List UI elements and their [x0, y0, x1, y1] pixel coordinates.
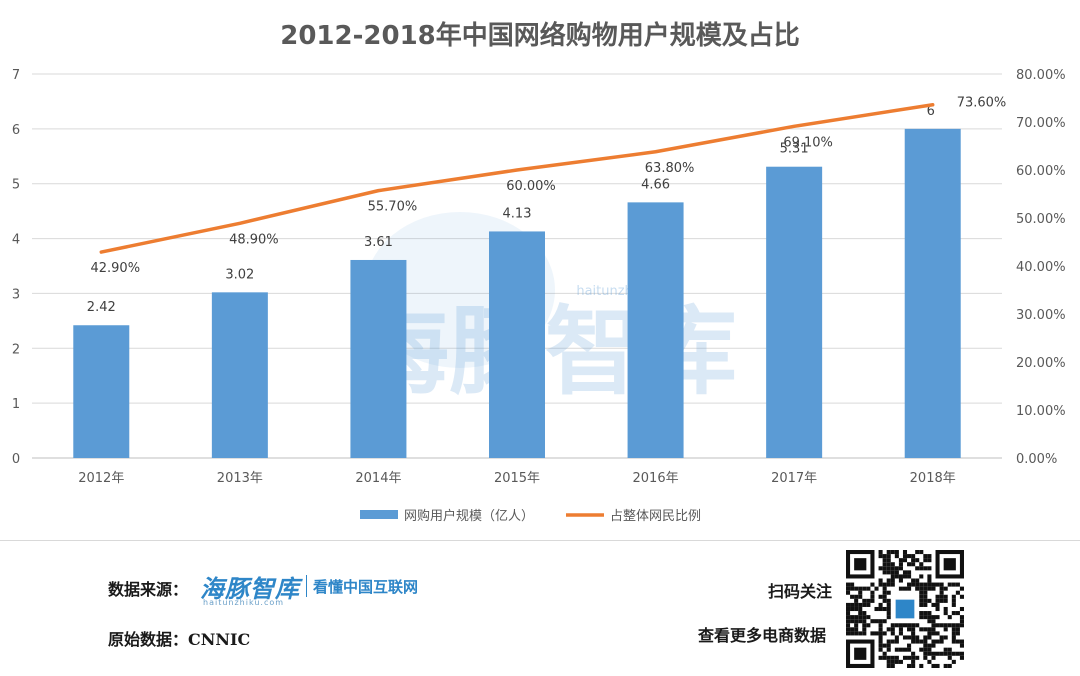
y-right-tick-label: 20.00%: [1016, 356, 1066, 371]
bar: [489, 231, 545, 458]
bar-data-label: 4.66: [641, 177, 670, 192]
bar-data-label: 5.31: [780, 142, 809, 157]
y-left-tick-label: 7: [12, 68, 20, 83]
bar-data-label: 6: [927, 104, 935, 119]
x-tick-label: 2016年: [633, 471, 679, 486]
bar: [350, 259, 407, 458]
bar: [627, 202, 684, 458]
chart-title: 2012-2018年中国网络购物用户规模及占比: [280, 20, 800, 51]
y-right-tick-label: 40.00%: [1016, 260, 1066, 275]
x-tick-label: 2013年: [217, 471, 263, 486]
bar: [211, 292, 268, 458]
line-data-label: 55.70%: [368, 200, 418, 215]
logo-url: haitunzhiku.com: [203, 598, 285, 607]
line-data-label: 42.90%: [90, 261, 140, 276]
x-tick-label: 2012年: [78, 471, 124, 486]
x-tick-label: 2015年: [494, 471, 540, 486]
scan-label: 扫码关注: [768, 582, 833, 601]
line-data-label: 73.60%: [957, 96, 1007, 111]
line-data-label: 60.00%: [506, 179, 556, 194]
x-tick-label: 2014年: [355, 471, 401, 486]
y-right-tick-label: 30.00%: [1016, 308, 1066, 323]
y-left-tick-label: 6: [12, 123, 20, 138]
y-right-tick-label: 70.00%: [1016, 116, 1066, 131]
bar-data-label: 3.02: [225, 267, 254, 282]
logo-slogan: 看懂中国互联网: [313, 577, 419, 596]
logo-text: 海豚智库: [200, 574, 300, 603]
y-right-tick-label: 50.00%: [1016, 212, 1066, 227]
qr-code-icon[interactable]: [846, 550, 964, 668]
bar-data-label: 2.42: [87, 300, 116, 315]
bar: [904, 128, 961, 458]
bar: [73, 325, 130, 458]
y-right-tick-label: 0.00%: [1016, 452, 1057, 467]
legend-bar-swatch: [360, 510, 398, 519]
y-right-tick-label: 80.00%: [1016, 68, 1066, 83]
legend-line-label: 占整体网民比例: [610, 509, 701, 524]
y-left-tick-label: 0: [12, 452, 20, 467]
y-left-tick-label: 2: [12, 342, 20, 357]
chart-area: 2012-2018年中国网络购物用户规模及占比海豚智库haitunzhiku.c…: [0, 20, 1080, 541]
logo-divider: [306, 575, 307, 597]
line-data-label: 69.10%: [783, 135, 833, 150]
y-right-tick-label: 10.00%: [1016, 404, 1066, 419]
line-data-label: 63.80%: [645, 161, 695, 176]
y-left-tick-label: 4: [12, 233, 20, 248]
bar-data-label: 4.13: [503, 206, 532, 221]
y-left-tick-label: 1: [12, 397, 20, 412]
legend-bar-label: 网购用户规模（亿人）: [404, 508, 534, 524]
y-left-tick-label: 5: [12, 178, 20, 193]
raw-data-label: 原始数据：CNNIC: [108, 630, 251, 649]
line-data-label: 48.90%: [229, 232, 279, 247]
chart-svg: 2012-2018年中国网络购物用户规模及占比海豚智库haitunzhiku.c…: [12, 20, 1066, 524]
bar-data-label: 3.61: [364, 235, 393, 250]
source-logo[interactable]: 海豚智库 看懂中国互联网: [200, 566, 418, 606]
y-left-tick-label: 3: [12, 287, 20, 302]
source-label: 数据来源：: [108, 580, 189, 599]
scan-sub-label: 查看更多电商数据: [698, 626, 827, 645]
y-right-tick-label: 60.00%: [1016, 164, 1066, 179]
bar: [766, 166, 823, 459]
x-tick-label: 2018年: [910, 471, 956, 486]
x-tick-label: 2017年: [771, 471, 817, 486]
